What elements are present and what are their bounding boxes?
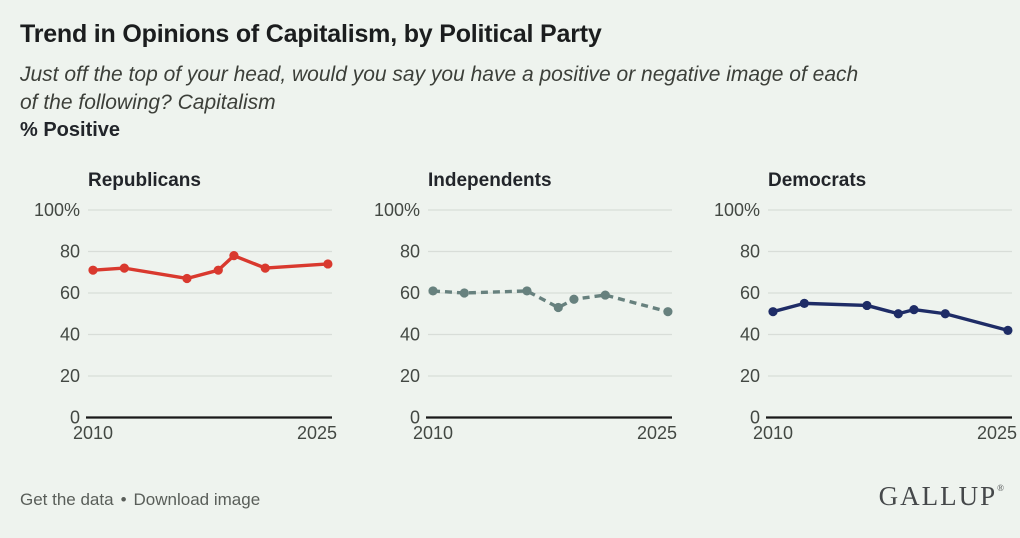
x-tick-label: 2010 (753, 423, 793, 443)
chart-title: Democrats (768, 170, 867, 191)
data-point[interactable] (862, 300, 872, 311)
header: Trend in Opinions of Capitalism, by Poli… (0, 0, 1020, 142)
data-point[interactable] (459, 288, 469, 298)
y-tick-label: 100% (714, 200, 760, 220)
y-tick-label: 60 (60, 283, 80, 303)
download-image-link[interactable]: Download image (133, 490, 261, 509)
y-tick-label: 20 (740, 366, 760, 386)
data-point[interactable] (553, 302, 563, 313)
charts-row: Republicans 0 20 40 60 80 100% 2010 2025 Independ… (0, 170, 1020, 452)
trend-line (772, 301, 1009, 332)
data-point[interactable] (893, 309, 903, 319)
data-point[interactable] (428, 286, 438, 296)
data-point[interactable] (909, 305, 919, 315)
x-tick-label: 2025 (637, 423, 677, 443)
footer-links: Get the data • Download image (20, 490, 260, 510)
y-tick-label: 40 (400, 325, 420, 345)
chart-republicans: Republicans 0 20 40 60 80 100% 2010 2025 (20, 170, 338, 452)
y-tick-label: 60 (400, 283, 420, 303)
data-point[interactable] (522, 286, 532, 296)
registered-mark: ® (997, 483, 1004, 493)
data-point[interactable] (182, 273, 192, 284)
y-tick-label: 40 (740, 325, 760, 345)
data-point[interactable] (940, 309, 950, 319)
chart-subtitle: Just off the top of your head, would you… (20, 61, 1000, 117)
chart-democrats: Democrats 0 20 40 60 80 100% 2010 2025 (700, 170, 1018, 452)
y-tick-label: 0 (750, 408, 760, 428)
chart-title: Republicans (88, 170, 201, 191)
subtitle-line-1: Just off the top of your head, would you… (20, 63, 859, 86)
y-tick-label: 100% (374, 200, 420, 220)
y-tick-label: 0 (410, 408, 420, 428)
data-point[interactable] (260, 263, 270, 273)
y-tick-label: 80 (60, 242, 80, 262)
x-tick-label: 2010 (413, 423, 453, 443)
y-tick-label: 20 (60, 366, 80, 386)
link-separator: • (120, 490, 127, 509)
data-point[interactable] (88, 265, 98, 275)
data-point[interactable] (569, 294, 579, 304)
y-tick-label: 100% (34, 200, 80, 220)
y-tick-label: 80 (740, 242, 760, 262)
measure-label: % Positive (20, 119, 121, 141)
data-point[interactable] (229, 251, 239, 261)
y-tick-label: 80 (400, 242, 420, 262)
data-point[interactable] (323, 259, 333, 269)
page-title: Trend in Opinions of Capitalism, by Poli… (20, 20, 602, 48)
plot-republicans: 0 20 40 60 80 100% 2010 2025 (34, 200, 337, 443)
data-point[interactable] (1003, 325, 1013, 335)
get-the-data-link[interactable]: Get the data (20, 490, 114, 509)
y-tick-label: 60 (740, 283, 760, 303)
subtitle-line-2: of the following? Capitalism (20, 91, 276, 114)
chart-title: Independents (428, 170, 552, 191)
data-point[interactable] (663, 307, 673, 317)
data-point[interactable] (600, 290, 610, 300)
chart-independents: Independents 0 20 40 60 80 100% 2010 2025 (360, 170, 678, 452)
data-point[interactable] (119, 263, 129, 273)
data-point[interactable] (213, 265, 223, 275)
x-tick-label: 2010 (73, 423, 113, 443)
plot-independents: 0 20 40 60 80 100% 2010 2025 (374, 200, 677, 443)
gallup-logo: GALLUP® (879, 483, 1004, 510)
footer: Get the data • Download image GALLUP® (20, 483, 1004, 510)
gallup-wordmark: GALLUP (878, 481, 998, 511)
data-point[interactable] (768, 307, 778, 317)
plot-democrats: 0 20 40 60 80 100% 2010 2025 (714, 200, 1017, 443)
y-tick-label: 40 (60, 325, 80, 345)
x-tick-label: 2025 (297, 423, 337, 443)
y-tick-label: 20 (400, 366, 420, 386)
data-point[interactable] (799, 298, 809, 308)
x-tick-label: 2025 (977, 423, 1017, 443)
y-tick-label: 0 (70, 408, 80, 428)
